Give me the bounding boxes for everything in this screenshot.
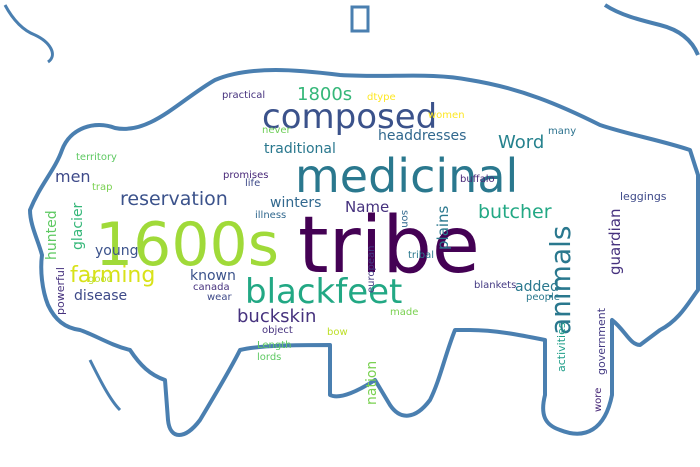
word-farming: farming [70,263,155,288]
word-european: european [366,246,377,293]
word-length: Length [257,340,292,351]
word-government: government [595,307,608,375]
word-trap: trap [92,182,113,193]
word-canada: canada [193,282,230,293]
word-dtype: dtype [367,92,396,103]
word-known: known [190,268,236,284]
word-1800s: 1800s [297,84,352,105]
word-group: tribe 1600s medicinal composed blackfeet anim… [44,84,667,412]
word-wore: wore [593,388,604,412]
word-nation: nation [364,361,380,405]
word-territory: territory [76,152,117,163]
buffalo-outline [28,68,700,437]
word-illness: illness [255,210,286,221]
word-winters: winters [270,195,321,211]
word-good: good [88,274,113,285]
word-son: son [399,210,410,228]
word-promises: promises [223,170,268,181]
word-composed: composed [262,97,437,137]
ear-outline [3,4,54,64]
word-object: object [262,325,293,336]
word-plains: plains [434,205,452,250]
word-name: Name [345,198,389,216]
leg-outline [88,359,122,412]
word-medicinal: medicinal [295,149,518,203]
word-1600s: 1600s [95,210,279,280]
word-practical: practical [222,90,265,101]
word-bow: bow [327,327,348,338]
word-headdresses: headdresses [378,128,466,144]
word-buffalo: buffalo [460,174,495,185]
word-women: women [428,110,465,121]
word-word: Word [498,132,544,153]
word-powerful: powerful [54,267,67,315]
word-tribal: tribal [408,250,434,261]
word-glacier: glacier [70,202,86,250]
word-blackfeet: blackfeet [245,272,402,312]
word-added: added [515,279,559,295]
word-young: young [95,243,138,259]
word-many: many [548,126,576,137]
word-never: never [262,125,292,136]
buffalo-outline-top [603,3,700,56]
word-life: life [245,178,260,189]
word-lords: lords [257,352,281,363]
word-reservation: reservation [120,188,228,210]
word-traditional: traditional [264,141,336,157]
word-butcher: butcher [478,201,552,223]
small-outline-shape [350,5,370,33]
word-made: made [390,307,418,318]
word-blankets: blankets [474,280,516,291]
word-people: people [526,292,560,303]
word-disease: disease [74,288,127,304]
word-animals: animals [544,226,577,335]
word-guardian: guardian [606,208,624,275]
word-activities: activities [555,322,568,372]
word-wear: wear [207,292,232,303]
word-hunted: hunted [44,210,60,260]
word-tribe: tribe [298,201,480,291]
word-leggings: leggings [620,190,667,203]
word-men: men [55,167,91,186]
word-buckskin: buckskin [237,306,316,327]
